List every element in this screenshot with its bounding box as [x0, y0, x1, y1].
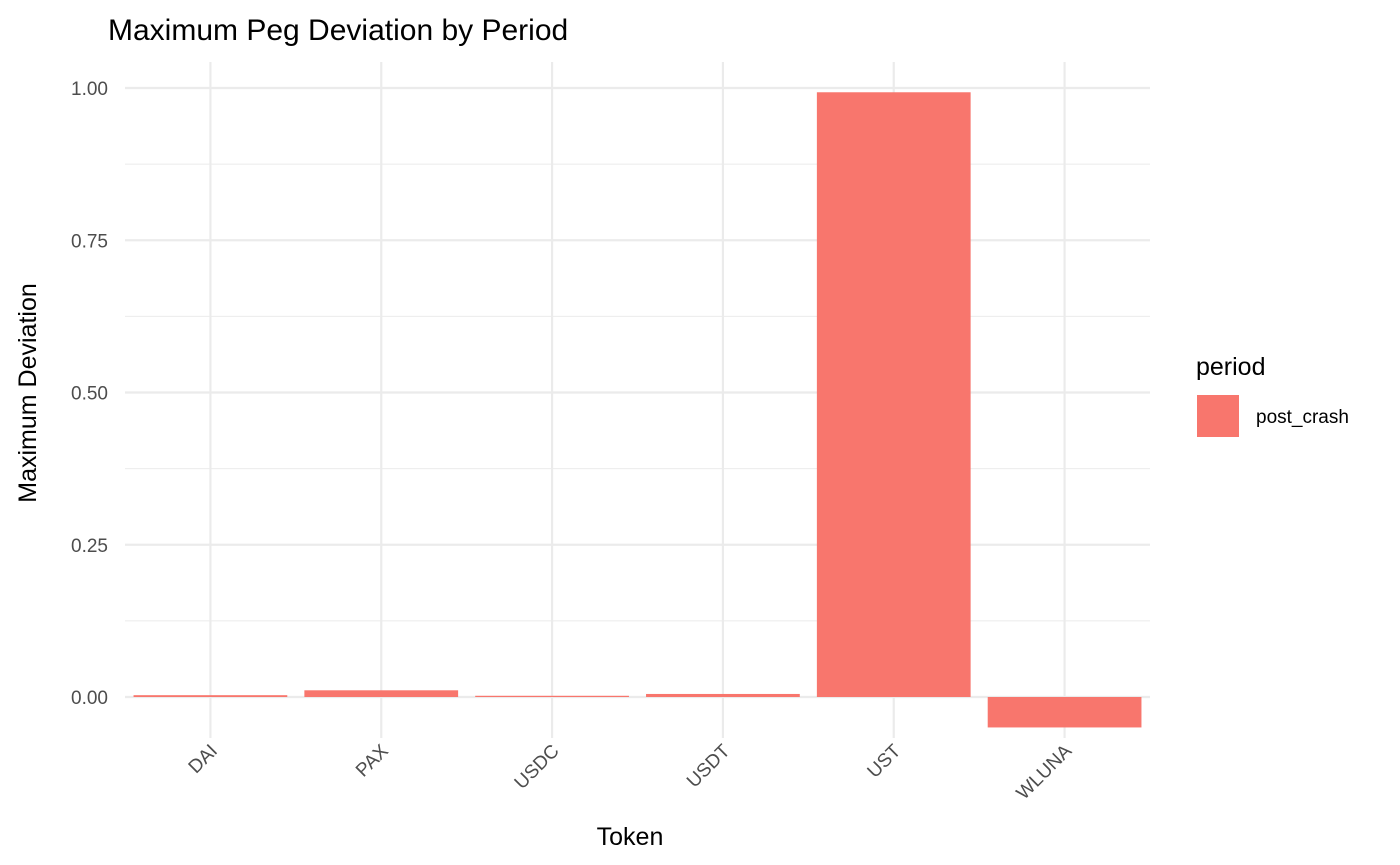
- grid: [125, 62, 1150, 738]
- y-axis-title: Maximum Deviation: [14, 283, 42, 503]
- bar-dai: [133, 695, 288, 697]
- x-tick-label: USDT: [683, 740, 735, 792]
- bars: [133, 92, 1142, 728]
- legend-key-post-crash: [1197, 395, 1239, 437]
- y-tick-label: 0.50: [71, 384, 108, 405]
- x-axis-title: Token: [597, 823, 664, 851]
- x-axis-ticks: DAI PAX USDC USDT UST WLUNA: [185, 740, 1077, 804]
- y-axis-ticks: 0.00 0.25 0.50 0.75 1.00: [71, 79, 108, 709]
- legend: period post_crash: [1196, 353, 1349, 437]
- x-tick-label: PAX: [352, 740, 393, 781]
- y-tick-label: 0.00: [71, 688, 108, 709]
- legend-label-post-crash: post_crash: [1256, 407, 1349, 428]
- y-tick-label: 1.00: [71, 79, 108, 100]
- x-tick-label: UST: [864, 740, 906, 782]
- x-tick-label: DAI: [185, 741, 222, 778]
- chart-title: Maximum Peg Deviation by Period: [108, 14, 568, 47]
- bar-pax: [304, 690, 459, 697]
- y-tick-label: 0.25: [71, 536, 108, 557]
- bar-usdc: [475, 695, 629, 697]
- legend-title: period: [1196, 353, 1266, 381]
- x-tick-label: WLUNA: [1013, 740, 1077, 804]
- bar-ust: [816, 92, 971, 697]
- y-tick-label: 0.75: [71, 231, 108, 252]
- bar-wluna: [987, 697, 1142, 728]
- bar-usdt: [646, 693, 800, 697]
- x-tick-label: USDC: [511, 741, 564, 794]
